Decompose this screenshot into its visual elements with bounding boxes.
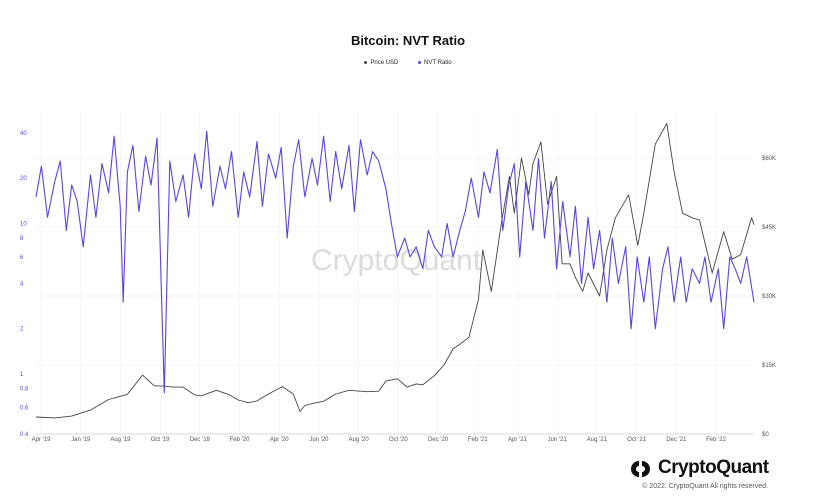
x-axis-tick-label: Dec '19 bbox=[190, 437, 211, 443]
series-line-nvt bbox=[35, 130, 755, 394]
left-axis-tick-label: 20 bbox=[20, 176, 27, 182]
left-axis-tick-label: 6 bbox=[20, 255, 24, 261]
left-axis-tick-label: 0.4 bbox=[20, 432, 29, 438]
legend-label-price: Price USD bbox=[370, 60, 399, 66]
left-axis: 0.4 0.6 0.8 1 2 4 6 8 10 20 40 bbox=[20, 131, 29, 438]
legend-label-nvt: NVT Ratio bbox=[424, 60, 452, 66]
x-axis-tick-label: Feb '22 bbox=[706, 437, 726, 443]
cryptoquant-logo-icon bbox=[631, 461, 650, 477]
legend-item-nvt[interactable]: NVT Ratio bbox=[418, 60, 452, 66]
x-axis-tick-label: Dec '21 bbox=[666, 437, 687, 443]
series-layer bbox=[35, 123, 755, 419]
right-axis-tick-label: $60K bbox=[762, 156, 776, 162]
x-axis-tick-label: Jun '21 bbox=[548, 437, 568, 443]
brand-name: CryptoQuant bbox=[658, 457, 769, 478]
x-axis-tick-label: Dec '20 bbox=[428, 437, 449, 443]
x-axis-tick-label: Oct '21 bbox=[627, 437, 646, 443]
grid-lines bbox=[36, 112, 754, 435]
left-axis-tick-label: 40 bbox=[20, 131, 27, 137]
legend-item-price[interactable]: Price USD bbox=[364, 60, 398, 66]
x-axis-tick-label: Feb '20 bbox=[230, 437, 250, 443]
left-axis-tick-label: 0.8 bbox=[20, 387, 29, 393]
left-axis-tick-label: 1 bbox=[20, 372, 24, 378]
x-axis-tick-label: Aug '21 bbox=[587, 437, 608, 443]
right-axis: $0 $15K $30K $45K $60K bbox=[762, 156, 776, 438]
x-axis-tick-label: Apr '19 bbox=[32, 437, 51, 443]
x-axis-tick-label: Jan '19 bbox=[71, 437, 91, 443]
x-axis: Apr '19 Jan '19 Aug '19 Oct '19 Dec '19 Feb '… bbox=[32, 437, 727, 443]
copyright-text: © 2022. CryptoQuant All rights reserved. bbox=[642, 483, 768, 490]
left-axis-tick-label: 10 bbox=[20, 221, 27, 227]
x-axis-tick-label: Oct '19 bbox=[151, 437, 170, 443]
x-axis-tick-label: Aug '20 bbox=[349, 437, 370, 443]
legend-dot-icon bbox=[418, 60, 422, 64]
left-axis-tick-label: 8 bbox=[20, 236, 24, 242]
chart-title: Bitcoin: NVT Ratio bbox=[350, 33, 466, 48]
left-axis-tick-label: 2 bbox=[20, 327, 24, 333]
legend-dot-icon bbox=[364, 60, 368, 64]
x-axis-tick-label: Apr '21 bbox=[508, 437, 527, 443]
x-axis-tick-label: Feb '21 bbox=[468, 437, 488, 443]
right-axis-tick-label: $30K bbox=[762, 294, 776, 300]
x-axis-tick-label: Oct '20 bbox=[389, 437, 408, 443]
right-axis-tick-label: $15K bbox=[762, 363, 776, 369]
left-axis-tick-label: 0.6 bbox=[20, 405, 29, 411]
x-axis-tick-label: Apr '20 bbox=[270, 437, 289, 443]
right-axis-tick-label: $0 bbox=[762, 432, 769, 438]
right-axis-tick-label: $45K bbox=[762, 225, 776, 231]
x-axis-tick-label: Aug '19 bbox=[110, 437, 131, 443]
series-line-price bbox=[35, 123, 755, 419]
x-axis-tick-label: Jun '20 bbox=[309, 437, 329, 443]
left-axis-tick-label: 4 bbox=[20, 281, 24, 287]
legend: Price USD NVT Ratio bbox=[0, 60, 816, 66]
